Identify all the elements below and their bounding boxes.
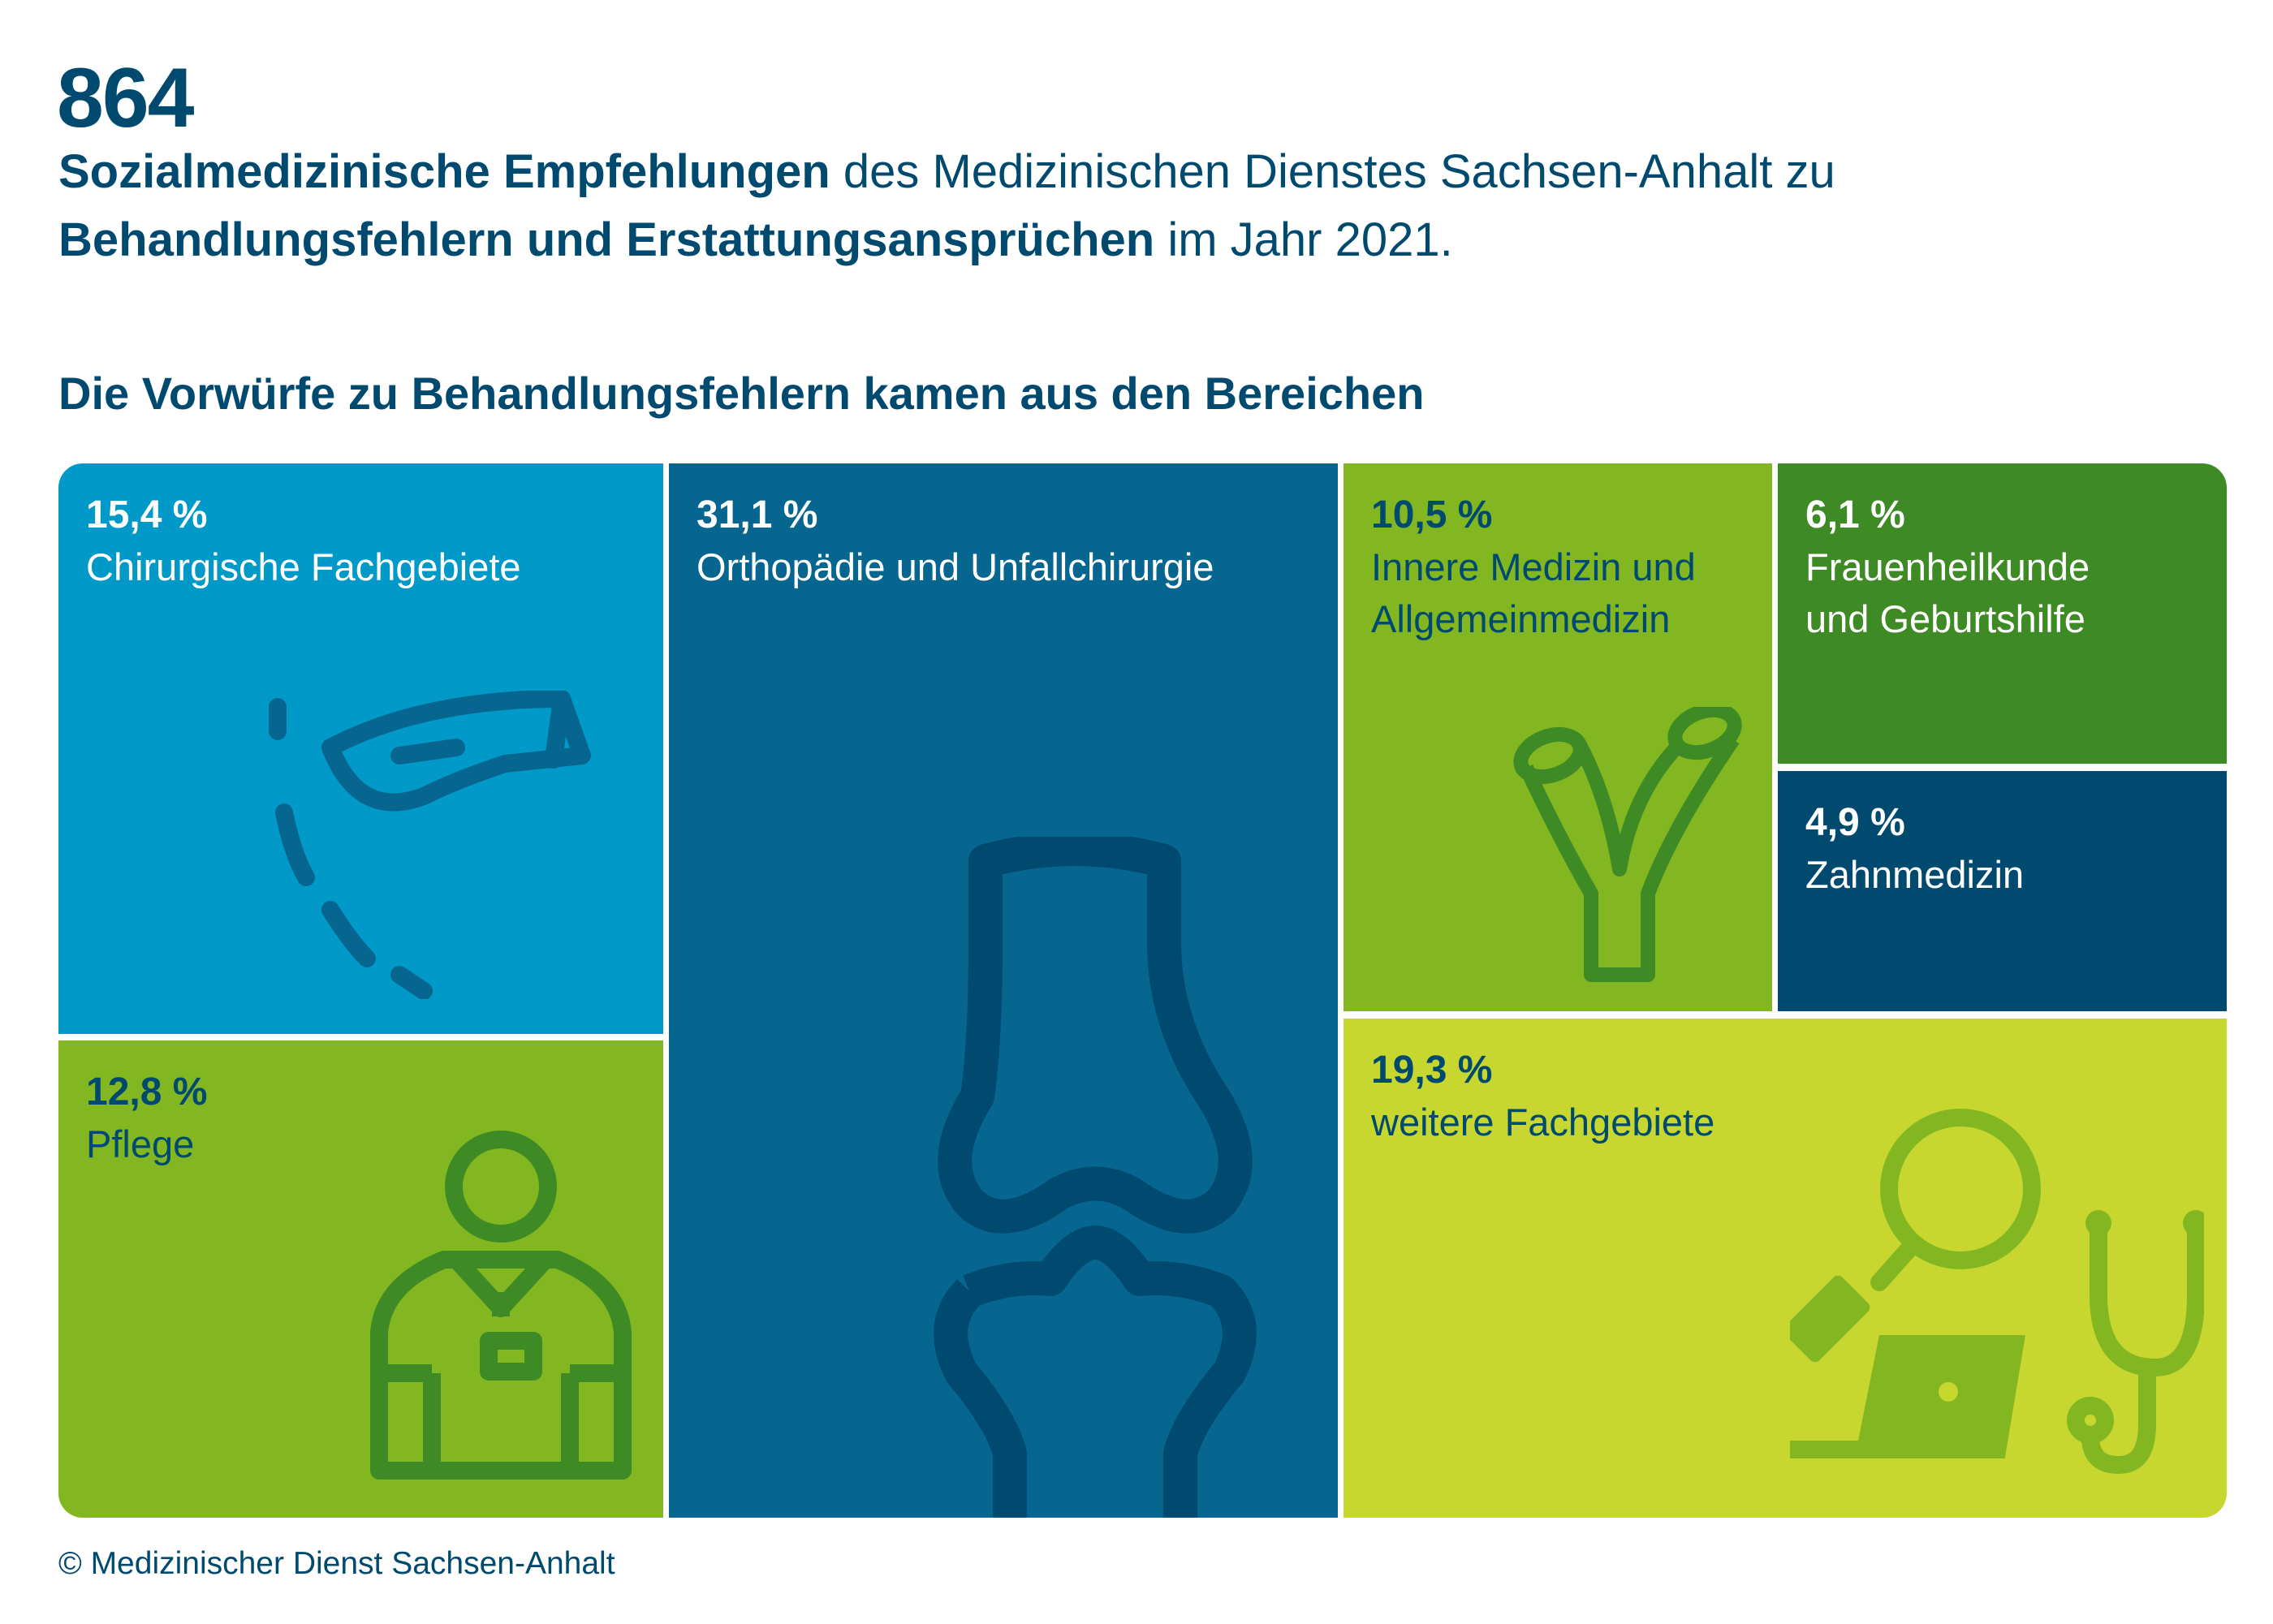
subtitle-rest-1: des Medizinischen Dienstes Sachsen-Anhal…	[830, 145, 1835, 198]
total-count: 864	[57, 51, 195, 145]
tile-value: 10,5 %	[1371, 493, 1493, 536]
bronchi-icon	[1513, 707, 1742, 982]
tile-value: 12,8 %	[86, 1070, 208, 1114]
subtitle-bold-2: Behandlungsfehlern und Erstattungsansprü…	[58, 213, 1155, 266]
tile-frauenheilkunde: 6,1 % Frauenheilkunde und Geburtshilfe	[1778, 463, 2227, 764]
subtitle-line-2: Behandlungsfehlern und Erstattungsansprü…	[58, 213, 1453, 267]
tile-weitere-fachgebiete: 19,3 % weitere Fachgebiete	[1344, 1019, 2227, 1518]
nurse-icon	[370, 1131, 632, 1480]
tile-label: Chirurgische Fachgebiete	[86, 545, 521, 588]
tile-label: Innere Medizin und Allgemeinmedizin	[1371, 545, 1696, 640]
tile-label: Frauenheilkunde und Geburtshilfe	[1805, 545, 2090, 640]
tile-label: Zahnmedizin	[1805, 853, 2025, 896]
scalpel-icon	[269, 691, 591, 999]
tile-innere-medizin: 10,5 % Innere Medizin und Allgemeinmediz…	[1344, 463, 1772, 1011]
magnifier-laptop-stethoscope-icon	[1790, 1109, 2204, 1475]
tile-orthopaedie: 31,1 % Orthopädie und Unfallchirurgie	[669, 463, 1338, 1518]
tile-label: weitere Fachgebiete	[1371, 1101, 1715, 1144]
copyright-footer: © Medizinischer Dienst Sachsen-Anhalt	[58, 1546, 615, 1581]
subtitle-rest-2: im Jahr 2021.	[1154, 213, 1453, 266]
section-title: Die Vorwürfe zu Behandlungsfehlern kamen…	[58, 368, 1425, 419]
tile-value: 31,1 %	[697, 493, 818, 536]
tile-value: 6,1 %	[1805, 493, 1905, 536]
tile-value: 15,4 %	[86, 493, 208, 536]
tile-chirurgie: 15,4 % Chirurgische Fachgebiete	[58, 463, 663, 1034]
tile-label: Pflege	[86, 1122, 195, 1165]
subtitle-bold-1: Sozialmedizinische Empfehlungen	[58, 145, 830, 198]
subtitle-line-1: Sozialmedizinische Empfehlungen des Medi…	[58, 144, 1835, 199]
tile-value: 4,9 %	[1805, 801, 1905, 844]
tile-pflege: 12,8 % Pflege	[58, 1040, 663, 1518]
tile-label: Orthopädie und Unfallchirurgie	[697, 545, 1214, 588]
tile-zahnmedizin: 4,9 % Zahnmedizin	[1778, 771, 2227, 1011]
tile-value: 19,3 %	[1371, 1049, 1493, 1092]
knee-bone-icon	[934, 837, 1257, 1518]
